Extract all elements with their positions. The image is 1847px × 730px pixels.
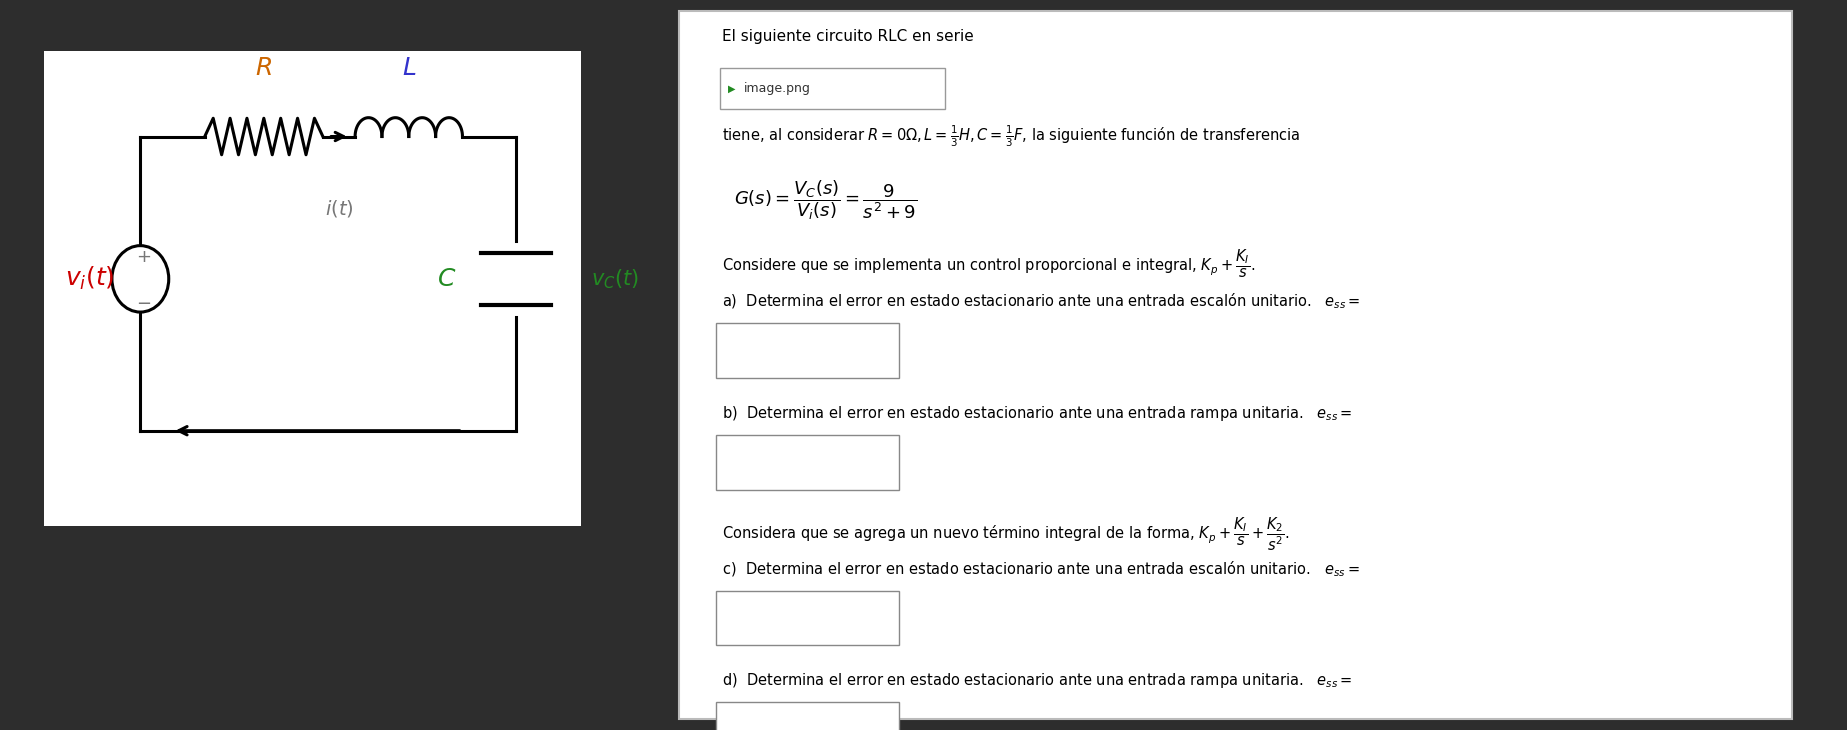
Text: $L$: $L$ [401, 55, 416, 80]
Text: $v_C(t)$: $v_C(t)$ [591, 267, 639, 291]
FancyBboxPatch shape [680, 11, 1792, 719]
Text: Considere que se implementa un control proporcional e integral, $K_p + \dfrac{K_: Considere que se implementa un control p… [722, 248, 1256, 280]
Text: d)  Determina el error en estado estacionario ante una entrada rampa unitaria.  : d) Determina el error en estado estacion… [722, 671, 1352, 690]
FancyBboxPatch shape [717, 435, 899, 490]
Text: ▶: ▶ [728, 83, 735, 93]
Text: +: + [137, 248, 151, 266]
Text: $C$: $C$ [436, 267, 456, 291]
Circle shape [113, 245, 168, 312]
Text: $v_i(t)$: $v_i(t)$ [65, 265, 115, 293]
Bar [44, 51, 580, 526]
Text: b)  Determina el error en estado estacionario ante una entrada rampa unitaria.  : b) Determina el error en estado estacion… [722, 404, 1352, 423]
Text: $R$: $R$ [255, 55, 272, 80]
FancyBboxPatch shape [717, 702, 899, 730]
Text: image.png: image.png [744, 82, 811, 95]
FancyBboxPatch shape [717, 591, 899, 645]
Text: Considera que se agrega un nuevo término integral de la forma, $K_p + \dfrac{K_I: Considera que se agrega un nuevo término… [722, 515, 1289, 553]
Text: −: − [137, 296, 151, 313]
Text: tiene, al considerar $R = 0\Omega, L = \frac{1}{3}H, C = \frac{1}{3}F$, la sigui: tiene, al considerar $R = 0\Omega, L = \… [722, 124, 1300, 150]
Text: $i(t)$: $i(t)$ [325, 199, 353, 219]
Text: $G\left(s\right) = \dfrac{V_C(s)}{V_i(s)} = \dfrac{9}{s^2+9}$: $G\left(s\right) = \dfrac{V_C(s)}{V_i(s)… [735, 179, 918, 223]
Text: a)  Determina el error en estado estacionario ante una entrada escalón unitario.: a) Determina el error en estado estacion… [722, 292, 1361, 312]
FancyBboxPatch shape [717, 323, 899, 378]
FancyBboxPatch shape [720, 68, 944, 109]
Text: El siguiente circuito RLC en serie: El siguiente circuito RLC en serie [722, 29, 973, 45]
Text: c)  Determina el error en estado estacionario ante una entrada escalón unitario.: c) Determina el error en estado estacion… [722, 559, 1359, 579]
